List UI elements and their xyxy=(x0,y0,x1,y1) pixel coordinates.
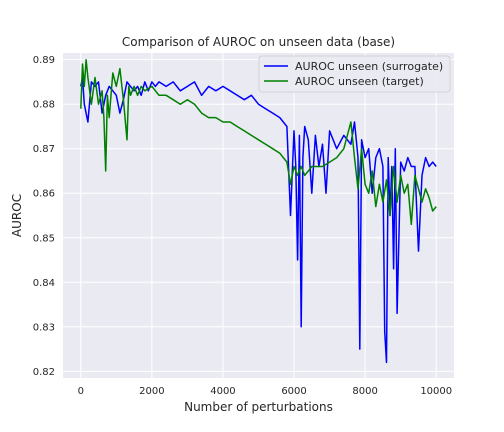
series-line-target xyxy=(80,58,437,226)
x-tick-label: 10000 xyxy=(420,386,452,397)
legend-box xyxy=(258,55,451,93)
y-tick-label: 0.89 xyxy=(33,55,55,66)
x-tick-label: 2000 xyxy=(139,386,164,397)
x-axis-ticks: 0 2000 4000 6000 8000 10000 xyxy=(78,386,453,397)
y-axis-label: AUROC xyxy=(10,194,24,237)
y-tick-label: 0.86 xyxy=(33,189,55,200)
chart-title: Comparison of AUROC on unseen data (base… xyxy=(122,35,395,49)
y-axis-ticks: 0.82 0.83 0.84 0.85 0.86 0.87 0.88 0.89 xyxy=(33,55,55,378)
y-tick-label: 0.87 xyxy=(33,144,55,155)
legend-label-target: AUROC unseen (target) xyxy=(295,75,424,88)
legend: AUROC unseen (surrogate) AUROC unseen (t… xyxy=(258,55,451,93)
y-tick-label: 0.88 xyxy=(33,100,55,111)
x-tick-label: 4000 xyxy=(210,386,235,397)
y-tick-label: 0.84 xyxy=(33,278,55,289)
legend-label-surrogate: AUROC unseen (surrogate) xyxy=(295,60,443,73)
x-tick-label: 8000 xyxy=(352,386,377,397)
x-tick-label: 6000 xyxy=(281,386,306,397)
series-layer xyxy=(80,58,437,364)
x-tick-label: 0 xyxy=(78,386,84,397)
y-tick-label: 0.83 xyxy=(33,322,55,333)
x-axis-label: Number of perturbations xyxy=(184,400,333,414)
y-tick-label: 0.82 xyxy=(33,367,55,378)
y-tick-label: 0.85 xyxy=(33,233,55,244)
